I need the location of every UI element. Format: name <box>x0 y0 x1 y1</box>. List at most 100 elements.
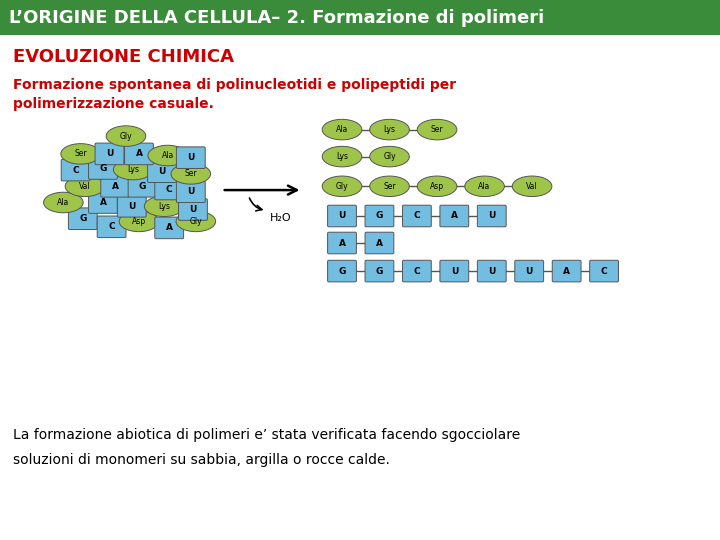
FancyBboxPatch shape <box>101 176 130 197</box>
Text: A: A <box>563 267 570 275</box>
Text: Lys: Lys <box>158 202 170 211</box>
FancyBboxPatch shape <box>328 205 356 227</box>
FancyBboxPatch shape <box>148 161 176 183</box>
Text: Asp: Asp <box>430 182 444 191</box>
Text: G: G <box>139 182 146 191</box>
Text: Formazione spontanea di polinucleotidi e polipeptidi per: Formazione spontanea di polinucleotidi e… <box>13 78 456 92</box>
Text: G: G <box>99 164 107 173</box>
FancyBboxPatch shape <box>402 205 431 227</box>
Ellipse shape <box>114 159 153 180</box>
FancyBboxPatch shape <box>365 260 394 282</box>
Text: U: U <box>189 205 197 214</box>
Text: polimerizzazione casuale.: polimerizzazione casuale. <box>13 97 214 111</box>
Ellipse shape <box>513 176 552 197</box>
Ellipse shape <box>107 126 145 146</box>
FancyBboxPatch shape <box>440 205 469 227</box>
FancyBboxPatch shape <box>61 159 90 181</box>
FancyBboxPatch shape <box>179 199 207 220</box>
FancyBboxPatch shape <box>590 260 618 282</box>
Text: Ala: Ala <box>336 125 348 134</box>
Text: U: U <box>187 187 194 196</box>
Text: soluzioni di monomeri su sabbia, argilla o rocce calde.: soluzioni di monomeri su sabbia, argilla… <box>13 453 390 467</box>
Ellipse shape <box>369 119 409 140</box>
Text: U: U <box>187 153 194 162</box>
FancyBboxPatch shape <box>125 143 153 165</box>
Text: A: A <box>166 224 173 232</box>
FancyBboxPatch shape <box>128 176 157 197</box>
Text: Ala: Ala <box>161 151 174 160</box>
Text: U: U <box>128 202 135 211</box>
Ellipse shape <box>417 176 456 197</box>
Text: U: U <box>488 267 495 275</box>
Text: U: U <box>338 212 346 220</box>
Text: C: C <box>413 212 420 220</box>
Text: C: C <box>166 185 173 193</box>
Text: Val: Val <box>79 182 91 191</box>
Text: U: U <box>488 212 495 220</box>
FancyBboxPatch shape <box>328 260 356 282</box>
Text: U: U <box>158 167 166 176</box>
Ellipse shape <box>369 146 409 167</box>
Text: Ala: Ala <box>478 182 491 191</box>
Text: Gly: Gly <box>383 152 396 161</box>
Text: U: U <box>451 267 458 275</box>
FancyBboxPatch shape <box>515 260 544 282</box>
FancyBboxPatch shape <box>155 178 184 200</box>
Text: A: A <box>112 182 119 191</box>
FancyBboxPatch shape <box>155 217 184 239</box>
FancyBboxPatch shape <box>176 181 205 202</box>
Text: Gly: Gly <box>120 132 132 140</box>
Text: A: A <box>451 212 458 220</box>
FancyBboxPatch shape <box>117 195 146 217</box>
Ellipse shape <box>120 211 159 232</box>
Ellipse shape <box>323 146 362 167</box>
Text: Ser: Ser <box>383 182 396 191</box>
Text: Lys: Lys <box>336 152 348 161</box>
Ellipse shape <box>65 176 105 197</box>
Text: L’ORIGINE DELLA CELLULA– 2. Formazione di polimeri: L’ORIGINE DELLA CELLULA– 2. Formazione d… <box>9 9 544 26</box>
FancyBboxPatch shape <box>365 205 394 227</box>
Text: Gly: Gly <box>189 217 202 226</box>
Text: G: G <box>376 267 383 275</box>
FancyBboxPatch shape <box>477 260 506 282</box>
FancyBboxPatch shape <box>176 147 205 168</box>
Bar <box>0 0 720 35</box>
Text: C: C <box>600 267 608 275</box>
Text: C: C <box>72 166 79 174</box>
Text: U: U <box>106 150 113 158</box>
Text: H₂O: H₂O <box>270 213 292 223</box>
Text: G: G <box>338 267 346 275</box>
Text: A: A <box>135 150 143 158</box>
FancyBboxPatch shape <box>365 232 394 254</box>
Text: Asp: Asp <box>132 217 146 226</box>
Text: La formazione abiotica di polimeri e’ stata verificata facendo sgocciolare: La formazione abiotica di polimeri e’ st… <box>13 428 521 442</box>
Ellipse shape <box>60 144 101 164</box>
Text: Ser: Ser <box>431 125 444 134</box>
Text: U: U <box>526 267 533 275</box>
FancyBboxPatch shape <box>95 143 124 165</box>
Ellipse shape <box>44 192 84 213</box>
Text: Val: Val <box>526 182 538 191</box>
Text: A: A <box>99 198 107 207</box>
Text: G: G <box>79 214 86 223</box>
Ellipse shape <box>323 176 362 197</box>
FancyBboxPatch shape <box>402 260 431 282</box>
Ellipse shape <box>176 211 216 232</box>
FancyBboxPatch shape <box>328 232 356 254</box>
Text: Lys: Lys <box>384 125 395 134</box>
FancyBboxPatch shape <box>97 216 126 238</box>
FancyBboxPatch shape <box>440 260 469 282</box>
FancyBboxPatch shape <box>477 205 506 227</box>
Text: Ser: Ser <box>184 170 197 178</box>
Ellipse shape <box>148 145 188 166</box>
Text: G: G <box>376 212 383 220</box>
Text: A: A <box>338 239 346 247</box>
Ellipse shape <box>171 164 211 184</box>
Text: C: C <box>108 222 115 231</box>
Ellipse shape <box>144 196 184 217</box>
Text: Lys: Lys <box>127 165 139 174</box>
Ellipse shape <box>369 176 409 197</box>
Ellipse shape <box>417 119 456 140</box>
Ellipse shape <box>323 119 362 140</box>
Text: Gly: Gly <box>336 182 348 191</box>
